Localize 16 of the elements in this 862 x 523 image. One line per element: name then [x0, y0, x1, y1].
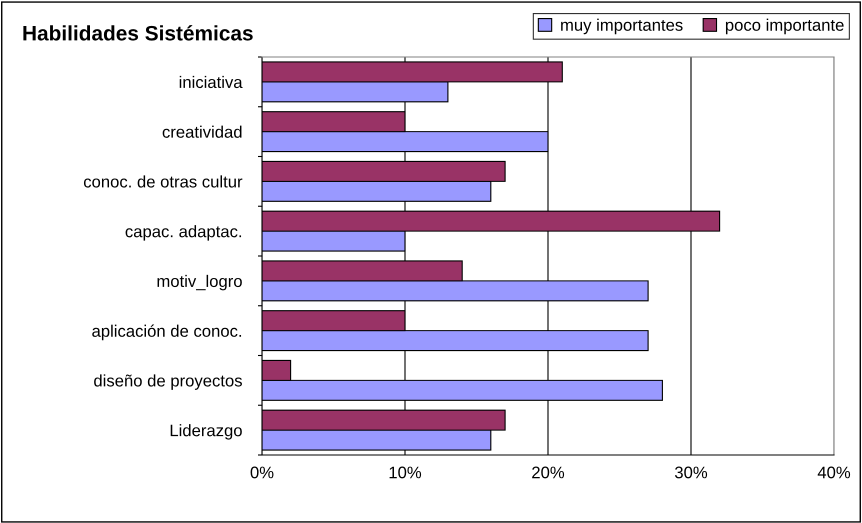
y-tick-label: Liderazgo: [170, 424, 242, 440]
x-tick-label: 0%: [250, 466, 274, 478]
chart-title: Habilidades Sistémicas: [23, 25, 253, 41]
x-tick-label: 30%: [674, 466, 708, 478]
y-tick-label: diseño de proyectos: [94, 374, 242, 390]
x-tick-label: 10%: [390, 466, 422, 478]
legend-label: muy importantes: [561, 18, 683, 34]
y-tick-label: conoc. de otras cultur: [84, 175, 242, 188]
y-tick-label: creatividad: [162, 126, 242, 138]
y-tick-label: aplicación de conoc.: [92, 324, 242, 340]
legend-label: poco importante: [726, 18, 844, 34]
x-tick-label: 20%: [532, 466, 564, 478]
y-tick-label: iniciativa: [180, 76, 243, 88]
y-tick-label: capac. adaptac.: [126, 225, 242, 241]
y-tick-label: motiv_logro: [158, 274, 242, 290]
x-tick-label: 40%: [818, 466, 850, 478]
